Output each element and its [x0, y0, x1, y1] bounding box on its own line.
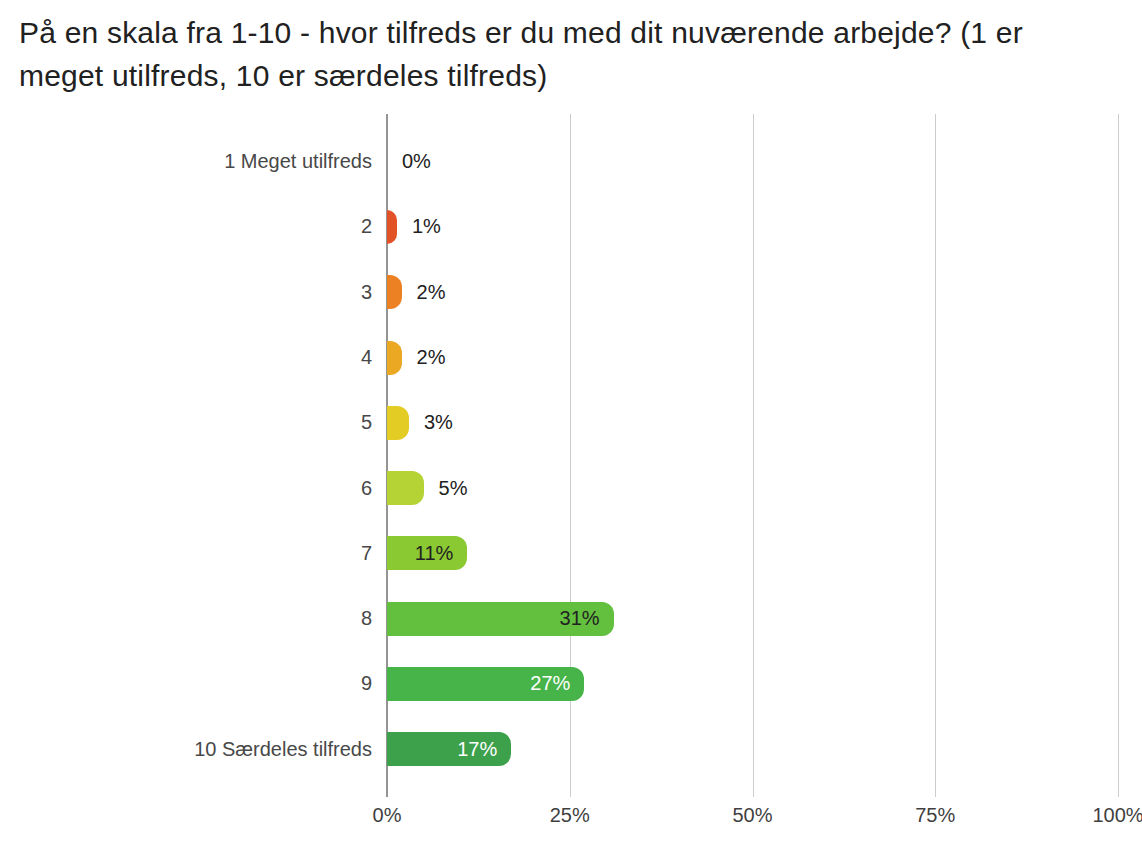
bar: [387, 275, 402, 309]
chart-row: 6 5%: [0, 456, 1142, 521]
chart-row: 927%: [0, 651, 1142, 716]
bar: [387, 341, 402, 375]
category-label: 2: [0, 194, 372, 259]
category-label: 3: [0, 260, 372, 325]
bar-chart: 0% 25% 50% 75% 100% 1 Meget utilfreds 0% 2 1% 3 2%…: [0, 0, 1142, 859]
category-label: 6: [0, 456, 372, 521]
category-label: 5: [0, 390, 372, 455]
chart-row: 2 1%: [0, 194, 1142, 259]
x-tick-label: 100%: [1058, 804, 1142, 827]
bar: [387, 210, 397, 244]
category-label: 1 Meget utilfreds: [0, 129, 372, 194]
chart-row: 711%: [0, 521, 1142, 586]
chart-row: 10 Særdeles tilfreds17%: [0, 717, 1142, 782]
value-label: 17%: [0, 717, 497, 782]
value-label: 2%: [417, 260, 446, 325]
bar: [387, 406, 409, 440]
value-label: 5%: [439, 456, 468, 521]
x-tick-label: 0%: [327, 804, 447, 827]
category-label: 4: [0, 325, 372, 390]
chart-row: 1 Meget utilfreds 0%: [0, 129, 1142, 194]
x-tick-label: 75%: [875, 804, 995, 827]
x-tick-label: 50%: [693, 804, 813, 827]
chart-row: 3 2%: [0, 260, 1142, 325]
x-tick-label: 25%: [510, 804, 630, 827]
chart-row: 5 3%: [0, 390, 1142, 455]
value-label: 1%: [412, 194, 441, 259]
value-label: 0%: [402, 129, 431, 194]
chart-page: På en skala fra 1-10 - hvor tilfreds er …: [0, 0, 1142, 859]
value-label: 2%: [417, 325, 446, 390]
chart-row: 4 2%: [0, 325, 1142, 390]
value-label: 31%: [0, 586, 600, 651]
bar: [387, 471, 424, 505]
value-label: 3%: [424, 390, 453, 455]
chart-row: 831%: [0, 586, 1142, 651]
value-label: 27%: [0, 651, 570, 716]
value-label: 11%: [0, 521, 453, 586]
